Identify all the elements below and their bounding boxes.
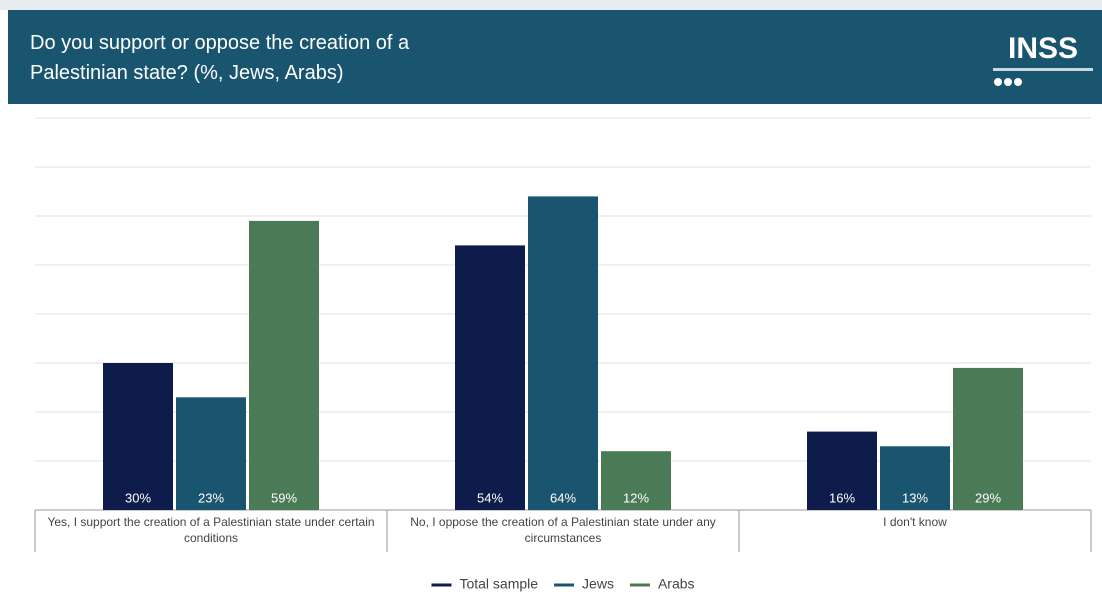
value-label: 12% (623, 490, 649, 505)
header-band (8, 10, 1102, 104)
x-tick-label: Yes, I support the creation of a Palesti… (47, 515, 375, 545)
value-label: 54% (477, 490, 503, 505)
value-label: 16% (829, 490, 855, 505)
legend-label: Arabs (658, 576, 695, 592)
legend-label: Total sample (459, 576, 538, 592)
logo-dot (994, 78, 1002, 86)
bar (455, 245, 525, 510)
bar (953, 367, 1023, 510)
top-strip (0, 0, 1102, 10)
value-label: 13% (902, 490, 928, 505)
x-label-box: No, I oppose the creation of a Palestini… (410, 515, 716, 545)
bar (807, 431, 877, 510)
value-label: 64% (550, 490, 576, 505)
chart-title: Do you support or oppose the creation of… (30, 32, 410, 84)
bar (880, 446, 950, 510)
logo: INSS (1008, 32, 1078, 65)
logo-dot (1004, 78, 1012, 86)
title-box: Do you support or oppose the creation of… (30, 32, 410, 84)
bar (528, 196, 598, 510)
logo-dot (1014, 78, 1022, 86)
x-tick-label: No, I oppose the creation of a Palestini… (410, 515, 716, 545)
value-label: 23% (198, 490, 224, 505)
value-label: 59% (271, 490, 297, 505)
value-label: 29% (975, 490, 1001, 505)
value-label: 30% (125, 490, 151, 505)
x-label-box: I don't know (883, 515, 947, 529)
bar (249, 220, 319, 510)
bar (601, 451, 671, 510)
legend: Total sample Jews Arabs (431, 576, 695, 592)
legend-label: Jews (582, 576, 614, 592)
bar (103, 363, 173, 510)
bar (176, 397, 246, 510)
logo-line (993, 68, 1093, 71)
x-tick-label: I don't know (883, 515, 947, 529)
x-label-box: Yes, I support the creation of a Palesti… (47, 515, 375, 545)
